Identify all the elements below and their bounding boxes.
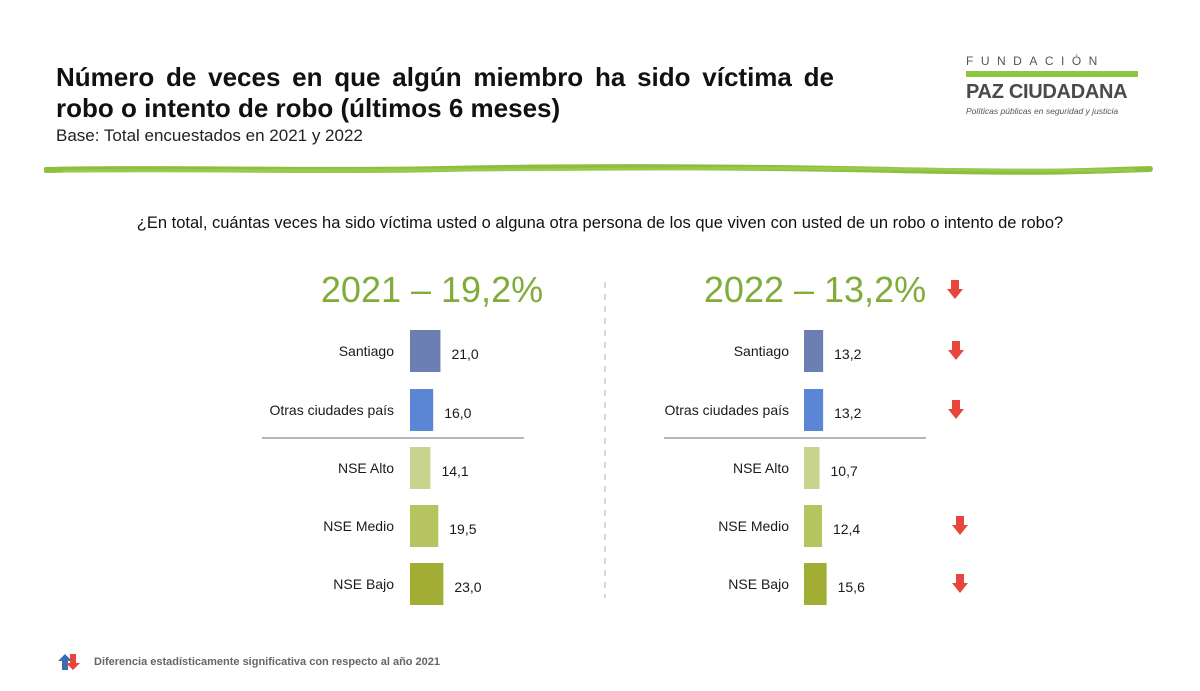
category-label: NSE Bajo [728,576,789,592]
footnote: Diferencia estadísticamente significativ… [58,654,440,670]
logo-bar [966,71,1138,77]
down-arrow-icon [947,280,963,299]
page-subtitle: Base: Total encuestados en 2021 y 2022 [56,126,363,145]
bar-2021 [410,563,444,605]
logo: FUNDACIÓN PAZ CIUDADANA Políticas públic… [966,54,1140,116]
down-arrow-icon [952,574,968,593]
category-label: Otras ciudades país [269,402,394,418]
bar-value-label: 16,0 [444,405,471,421]
bar-value-label: 13,2 [834,405,861,421]
bar-2022 [804,563,827,605]
down-arrow-icon [948,400,964,419]
page-title: Número de veces en que algún miembro ha … [56,62,834,123]
bar-value-label: 10,7 [831,463,858,479]
category-label: NSE Medio [718,518,789,534]
logo-name: PAZ CIUDADANA [966,81,1128,103]
down-arrow-icon [948,341,964,360]
bar-2021 [410,389,434,431]
bar-value-label: 15,6 [838,579,865,595]
bar-value-label: 19,5 [449,521,476,537]
bar-2021 [410,505,439,547]
logo-tagline: Políticas públicas en seguridad y justic… [966,106,1119,116]
category-label: NSE Medio [323,518,394,534]
bar-value-label: 12,4 [833,521,860,537]
down-arrow-icon [952,516,968,535]
bar-value-label: 14,1 [441,463,468,479]
significance-arrows-icon [58,654,80,670]
bar-value-label: 21,0 [451,346,478,362]
chart-title-2021: 2021 – 19,2% [321,269,543,310]
bar-2021 [410,330,441,372]
bar-value-label: 23,0 [454,579,481,595]
decorative-divider [44,164,1153,175]
bar-2022 [804,389,824,431]
category-label: Otras ciudades país [664,402,789,418]
category-label: NSE Bajo [333,576,394,592]
category-label: NSE Alto [733,460,789,476]
category-label: Santiago [734,343,789,359]
bar-2022 [804,330,824,372]
bar-2022 [804,505,822,547]
category-label: NSE Alto [338,460,394,476]
bar-2022 [804,447,820,489]
category-label: Santiago [339,343,394,359]
chart-title-2022: 2022 – 13,2% [704,269,926,310]
bar-2021 [410,447,431,489]
logo-top-text: FUNDACIÓN [966,54,1105,68]
footnote-text: Diferencia estadísticamente significativ… [94,656,441,668]
bar-value-label: 13,2 [834,346,861,362]
survey-question: ¿En total, cuántas veces ha sido víctima… [136,214,1064,232]
